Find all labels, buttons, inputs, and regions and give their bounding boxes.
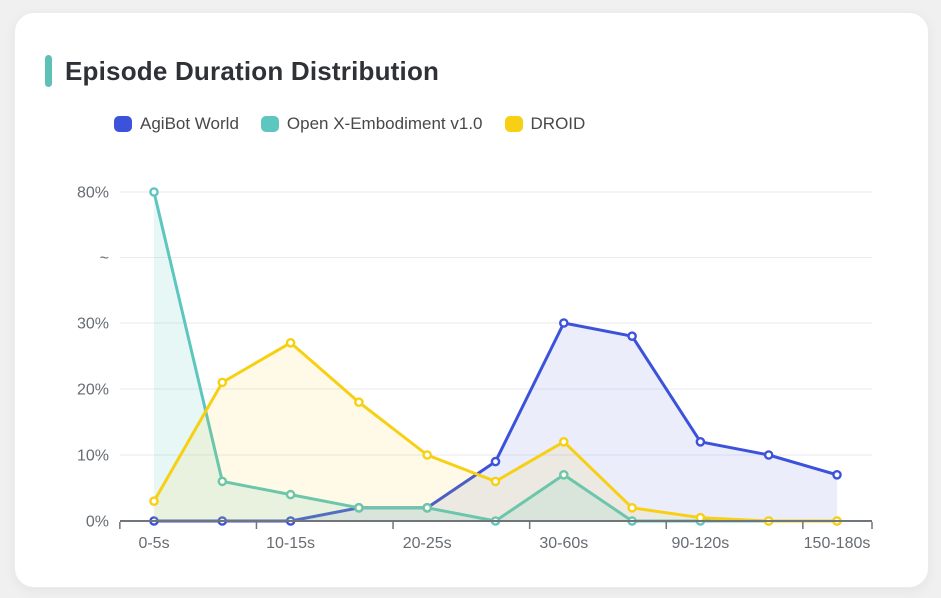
legend-label: AgiBot World (140, 114, 239, 133)
legend-item-droid[interactable]: DROID (504, 114, 586, 134)
chart-canvas[interactable]: 0% 10% 20% 30% ~80% 0-5s 10-15s 20-25s 30-60s 90-… (15, 13, 928, 587)
data-point-marker[interactable] (422, 502, 433, 513)
x-axis-tick-label: 90-120s (671, 535, 729, 552)
y-axis-tick-label: 80% (77, 185, 109, 202)
data-point-marker[interactable] (763, 450, 774, 460)
legend-swatch-icon (114, 116, 132, 132)
data-point-marker[interactable] (285, 489, 296, 500)
data-point-marker[interactable] (354, 502, 364, 513)
y-axis-tick-label: 30% (77, 316, 109, 333)
chart-header: Episode Duration Distribution (45, 55, 439, 87)
data-point-marker[interactable] (422, 450, 433, 460)
data-point-marker[interactable] (559, 318, 569, 328)
x-axis-tick-label: 0-5s (138, 535, 169, 552)
y-axis-tick-label: 10% (77, 448, 109, 465)
x-axis-tick-label: 20-25s (403, 535, 452, 552)
x-axis-tick-label: 30-60s (539, 535, 588, 552)
legend-item-open-x-embodiment-v1-0[interactable]: Open X-Embodiment v1.0 (260, 114, 483, 134)
legend: AgiBot World Open X-Embodiment v1.0 DROID (114, 114, 585, 134)
legend-item-agibot-world[interactable]: AgiBot World (114, 114, 239, 134)
title-accent-bar (45, 55, 52, 87)
y-axis-tick-label: 0% (86, 514, 109, 531)
data-point-marker[interactable] (149, 187, 159, 197)
data-point-marker[interactable] (149, 496, 159, 507)
legend-label: DROID (530, 114, 586, 133)
legend-label: Open X-Embodiment v1.0 (286, 114, 483, 133)
x-axis-tick-label: 150-180s (804, 535, 871, 552)
area-fill-series-2 (154, 342, 837, 521)
data-point-marker[interactable] (695, 436, 706, 447)
data-point-marker[interactable] (559, 436, 569, 447)
area-fill-series-1 (154, 192, 837, 521)
data-point-marker[interactable] (627, 331, 637, 342)
data-point-marker[interactable] (559, 469, 569, 480)
data-point-marker[interactable] (285, 337, 296, 348)
chart-title: Episode Duration Distribution (65, 56, 440, 86)
data-point-marker[interactable] (217, 377, 228, 388)
data-point-marker[interactable] (217, 476, 228, 487)
area-fill-series-0 (154, 323, 837, 521)
data-point-marker[interactable] (490, 476, 501, 487)
data-point-marker[interactable] (832, 469, 842, 480)
data-point-marker[interactable] (627, 502, 637, 513)
y-axis-break-symbol: ~ (100, 250, 109, 267)
x-axis-tick-label: 10-15s (266, 535, 315, 552)
legend-swatch-icon (260, 116, 279, 132)
data-point-marker[interactable] (354, 397, 364, 408)
data-point-marker[interactable] (490, 456, 501, 467)
y-axis-tick-label: 20% (77, 382, 109, 399)
chart-card: Episode Duration Distribution AgiBot Wor… (14, 12, 929, 588)
legend-swatch-icon (504, 116, 523, 132)
